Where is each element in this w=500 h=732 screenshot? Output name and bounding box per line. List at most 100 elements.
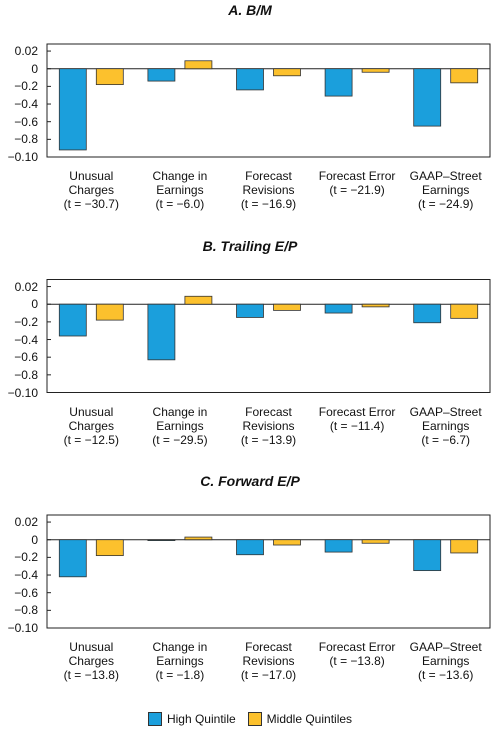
y-tick-label: −0.6 — [14, 585, 38, 600]
legend-swatch — [147, 712, 162, 726]
x-tick-label: Unusual Charges (t = −30.7) — [49, 169, 133, 211]
x-tick-label: Forecast Error (t = −13.8) — [315, 640, 399, 668]
bar — [236, 539, 264, 556]
y-tick-label: −0.10 — [7, 150, 38, 164]
y-tick-label: −0.4 — [14, 332, 38, 347]
category-name: Unusual Charges — [68, 169, 114, 197]
x-tick-label: Unusual Charges (t = −13.8) — [49, 640, 133, 682]
category-name: GAAP–Street Earnings — [409, 169, 482, 197]
x-tick-label: Forecast Revisions (t = −16.9) — [227, 169, 311, 211]
panel-title: C. Forward E/P — [200, 473, 300, 489]
category-name: Forecast Revisions — [242, 404, 295, 433]
category-name: Forecast Revisions — [242, 169, 295, 197]
legend-label: High Quintile — [166, 712, 236, 726]
bar — [450, 303, 479, 319]
category-name: GAAP–Street Earnings — [409, 640, 482, 668]
category-name: Unusual Charges — [68, 404, 114, 433]
bar — [450, 539, 479, 554]
category-name: Forecast Error — [318, 404, 396, 419]
bar — [324, 68, 353, 97]
bar — [58, 68, 87, 151]
bar — [273, 539, 301, 546]
t-stat: (t = −6.0) — [155, 197, 205, 211]
legend-label: Middle Quintiles — [266, 712, 353, 726]
bar — [273, 68, 301, 77]
bar — [147, 303, 176, 361]
y-tick-label: 0.02 — [14, 279, 38, 294]
bar — [147, 68, 176, 82]
y-tick-label: −0.6 — [14, 350, 38, 365]
bar — [184, 295, 213, 305]
plot-frame — [46, 43, 491, 158]
category-name: Change in Earnings — [152, 404, 208, 433]
x-tick-label: GAAP–Street Earnings (t = −6.7) — [404, 405, 488, 447]
bar — [361, 539, 390, 544]
t-stat: (t = −13.8) — [329, 654, 385, 668]
x-tick-label: Change in Earnings (t = −29.5) — [138, 405, 222, 447]
t-stat: (t = −17.0) — [240, 668, 297, 682]
t-stat: (t = −21.9) — [329, 183, 385, 197]
bar — [450, 68, 479, 84]
category-name: Forecast Revisions — [242, 640, 295, 668]
bar — [236, 68, 264, 91]
bar — [324, 539, 353, 553]
y-tick-label: 0 — [31, 61, 38, 76]
bar — [95, 539, 124, 557]
y-tick-label: −0.2 — [14, 550, 38, 565]
y-tick-label: −0.10 — [7, 621, 38, 635]
category-name: Forecast Error — [318, 640, 396, 654]
bar — [413, 303, 442, 324]
t-stat: (t = −11.4) — [329, 418, 385, 433]
t-stat: (t = −30.7) — [63, 197, 119, 211]
x-tick-label: Forecast Error (t = −21.9) — [315, 169, 399, 197]
legend-swatch — [247, 712, 262, 726]
bar — [184, 536, 213, 541]
y-tick-label: 0 — [31, 297, 38, 312]
bar — [361, 68, 390, 73]
t-stat: (t = −6.7) — [421, 432, 471, 447]
plot-frame — [46, 514, 491, 629]
y-tick-label: 0.02 — [14, 515, 38, 530]
legend-item: High Quintile — [147, 712, 236, 726]
x-tick-label: Unusual Charges (t = −12.5) — [49, 405, 133, 447]
bar — [95, 68, 124, 86]
t-stat: (t = −13.9) — [240, 432, 297, 447]
bar — [361, 303, 390, 308]
x-tick-label: GAAP–Street Earnings (t = −13.6) — [404, 640, 488, 682]
category-name: GAAP–Street Earnings — [409, 404, 482, 433]
bar — [147, 539, 176, 542]
panel-title: B. Trailing E/P — [202, 237, 298, 254]
bar — [95, 303, 124, 321]
y-tick-label: −0.8 — [14, 367, 38, 382]
plot-frame — [46, 279, 491, 393]
y-tick-label: −0.2 — [14, 79, 38, 94]
t-stat: (t = −12.5) — [63, 432, 119, 447]
y-tick-label: −0.4 — [14, 568, 38, 583]
category-name: Change in Earnings — [152, 640, 208, 668]
t-stat: (t = −29.5) — [152, 432, 208, 447]
x-tick-label: Forecast Revisions (t = −17.0) — [227, 640, 311, 682]
y-tick-label: −0.8 — [14, 603, 38, 618]
y-tick-label: −0.8 — [14, 132, 38, 147]
x-tick-label: Change in Earnings (t = −1.8) — [138, 640, 222, 682]
t-stat: (t = −24.9) — [418, 197, 474, 211]
category-name: Change in Earnings — [152, 169, 208, 197]
category-name: Unusual Charges — [68, 640, 114, 668]
bar — [58, 539, 87, 578]
legend-item: Middle Quintiles — [247, 712, 353, 726]
t-stat: (t = −13.6) — [418, 668, 474, 682]
bar — [324, 303, 353, 314]
bar — [413, 68, 442, 127]
bar — [273, 303, 301, 311]
y-tick-label: −0.10 — [7, 385, 38, 400]
panel-title: A. B/M — [228, 2, 272, 18]
y-tick-label: −0.2 — [14, 314, 38, 329]
x-tick-label: GAAP–Street Earnings (t = −24.9) — [404, 169, 488, 211]
x-tick-label: Forecast Error (t = −11.4) — [315, 405, 399, 433]
bar — [58, 303, 87, 337]
y-tick-label: −0.4 — [14, 97, 38, 112]
bar — [236, 303, 264, 318]
x-tick-label: Forecast Revisions (t = −13.9) — [227, 405, 311, 447]
